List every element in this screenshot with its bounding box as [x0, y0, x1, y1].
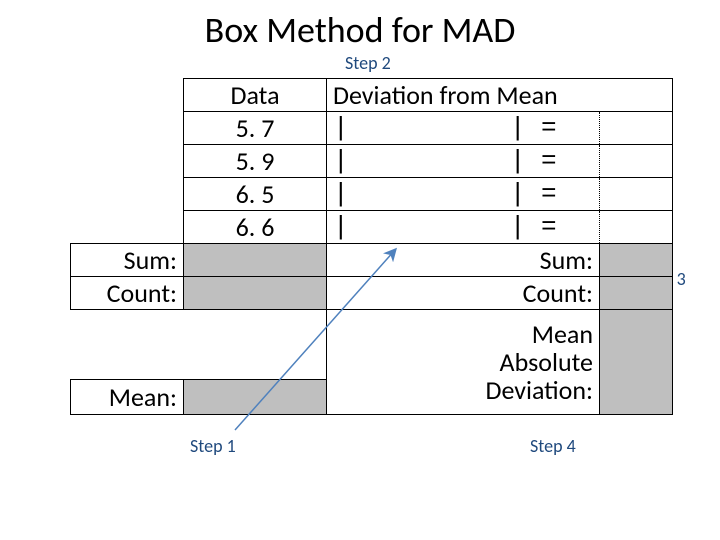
abs-close-eq: | = [510, 212, 557, 242]
count-result-cell [600, 277, 673, 310]
abs-open: | [333, 212, 349, 242]
result-cell [600, 178, 673, 211]
data-row: 5. 9 | | = [71, 145, 673, 178]
mad-row: MeanAbsoluteDeviation: [71, 310, 673, 345]
step-1-label: Step 1 [190, 435, 236, 457]
deviation-cell: | | = [327, 112, 600, 145]
mad-label: MeanAbsoluteDeviation: [327, 310, 600, 415]
blank-cell [71, 112, 184, 145]
abs-close-eq: | = [510, 146, 557, 176]
blank-cell [71, 178, 184, 211]
deviation-cell: | | = [327, 211, 600, 244]
mad-result-cell [600, 310, 673, 415]
deviation-cell: | | = [327, 178, 600, 211]
blank-cell [71, 79, 184, 112]
blank-cell [184, 344, 327, 379]
blank-cell [71, 211, 184, 244]
result-cell [600, 211, 673, 244]
header-data: Data [184, 79, 327, 112]
abs-open: | [333, 113, 349, 143]
mad-label-text: MeanAbsoluteDeviation: [333, 320, 593, 404]
count-label-right: Count: [327, 277, 600, 310]
blank-cell [71, 310, 184, 345]
data-row: 6. 6 | | = [71, 211, 673, 244]
data-row: 6. 5 | | = [71, 178, 673, 211]
data-value: 6. 5 [184, 178, 327, 211]
deviation-cell: | | = [327, 145, 600, 178]
header-deviation-ext [600, 79, 673, 112]
data-value: 5. 9 [184, 145, 327, 178]
count-data-cell [184, 277, 327, 310]
data-value: 6. 6 [184, 211, 327, 244]
blank-cell [71, 145, 184, 178]
abs-open: | [333, 146, 349, 176]
data-row: 5. 7 | | = [71, 112, 673, 145]
mean-label: Mean: [71, 379, 184, 414]
blank-cell [71, 344, 184, 379]
abs-close-eq: | = [510, 179, 557, 209]
result-cell [600, 145, 673, 178]
count-label-left: Count: [71, 277, 184, 310]
step-4-label: Step 4 [530, 435, 576, 457]
table-header-row: Data Deviation from Mean [71, 79, 673, 112]
mad-table: Data Deviation from Mean 5. 7 | | = 5. 9… [70, 78, 673, 415]
sum-label-right: Sum: [327, 244, 600, 277]
sum-row: Sum: Sum: [71, 244, 673, 277]
count-row: Count: Count: [71, 277, 673, 310]
header-deviation: Deviation from Mean [327, 79, 600, 112]
abs-open: | [333, 179, 349, 209]
blank-cell [184, 310, 327, 345]
mean-data-cell [184, 379, 327, 414]
sum-label-left: Sum: [71, 244, 184, 277]
page-title: Box Method for MAD [0, 8, 720, 52]
step-2-label: Step 2 [345, 52, 391, 74]
abs-close-eq: | = [510, 113, 557, 143]
data-value: 5. 7 [184, 112, 327, 145]
result-cell [600, 112, 673, 145]
sum-data-cell [184, 244, 327, 277]
sum-result-cell [600, 244, 673, 277]
